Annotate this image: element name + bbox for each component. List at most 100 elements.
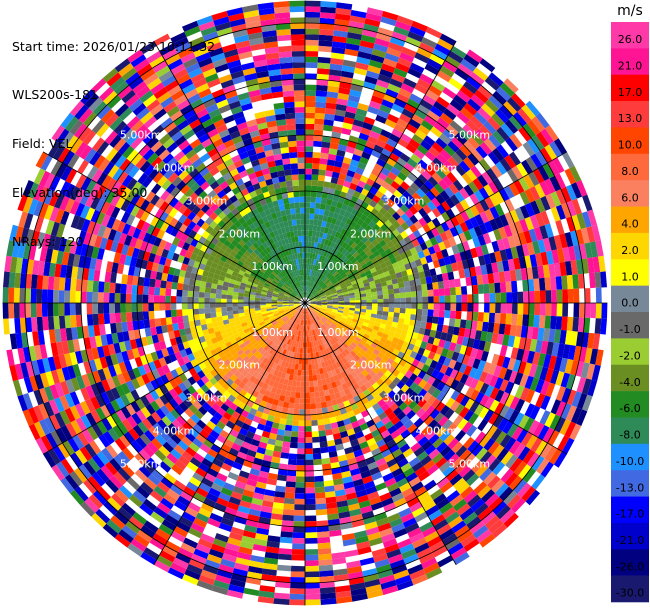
range-gate: [250, 285, 258, 290]
range-gate: [47, 234, 57, 250]
range-gate: [226, 298, 233, 303]
range-gate: [465, 386, 475, 399]
range-gate: [171, 316, 178, 324]
range-gate: [397, 458, 409, 468]
range-gate: [59, 328, 68, 342]
range-gate: [305, 207, 310, 214]
range-gate: [113, 511, 129, 525]
range-gate: [503, 407, 515, 421]
range-gate: [455, 381, 465, 393]
range-gate: [365, 250, 373, 257]
range-gate: [312, 346, 316, 353]
range-gate: [150, 270, 158, 280]
range-gate: [306, 286, 308, 292]
range-gate: [221, 311, 228, 317]
range-gate: [327, 85, 340, 93]
range-gate: [329, 223, 336, 230]
range-gate: [374, 558, 390, 569]
range-gate: [463, 436, 475, 450]
range-gate: [521, 431, 533, 447]
range-gate: [143, 547, 160, 560]
range-gate: [319, 29, 334, 36]
range-gate: [18, 211, 29, 228]
range-gate: [407, 423, 418, 434]
range-gate: [308, 307, 312, 313]
range-gate: [456, 261, 464, 271]
range-gate: [389, 443, 400, 454]
range-gate: [386, 264, 394, 271]
range-gate: [381, 416, 391, 426]
range-gate: [207, 517, 221, 528]
range-gate: [283, 435, 291, 443]
range-gate: [161, 364, 171, 375]
range-gate: [391, 31, 408, 42]
range-gate: [382, 58, 398, 68]
range-gate: [151, 334, 159, 344]
range-gate: [210, 543, 226, 554]
range-gate: [488, 519, 504, 534]
range-gate: [316, 345, 321, 352]
range-gate: [284, 492, 295, 499]
range-gate: [302, 336, 305, 343]
range-gate: [366, 437, 377, 447]
range-gate: [504, 154, 517, 169]
range-gate: [300, 381, 305, 387]
range-gate: [320, 249, 326, 256]
range-gate: [456, 90, 471, 103]
range-gate: [260, 375, 267, 383]
range-gate: [146, 457, 159, 470]
range-gate: [323, 330, 328, 336]
range-gate: [361, 446, 372, 455]
range-gate: [81, 374, 91, 388]
range-gate: [312, 253, 316, 260]
range-gate: [278, 328, 284, 334]
range-gate: [575, 361, 585, 377]
range-gate: [156, 229, 166, 240]
range-gate: [587, 257, 595, 274]
range-gate: [417, 159, 429, 170]
range-gate: [374, 243, 382, 251]
range-gate: [430, 252, 439, 262]
range-gate: [243, 339, 251, 346]
range-gate: [204, 297, 210, 303]
range-gate: [310, 403, 317, 410]
range-gate: [371, 359, 379, 367]
range-gate: [142, 232, 152, 243]
range-gate: [177, 239, 186, 249]
range-gate: [286, 338, 291, 345]
range-gate: [439, 502, 454, 515]
range-gate: [327, 359, 333, 366]
range-gate: [399, 287, 406, 293]
range-gate: [309, 295, 314, 300]
range-gate: [301, 308, 304, 314]
range-gate: [523, 303, 529, 315]
range-gate: [422, 263, 430, 272]
range-gate: [193, 548, 209, 560]
range-gate: [148, 303, 154, 312]
range-gate: [372, 415, 382, 425]
range-gate: [422, 204, 432, 215]
range-gate: [190, 272, 197, 280]
range-gate: [416, 361, 425, 371]
range-gate: [567, 245, 576, 261]
range-gate: [327, 300, 333, 302]
range-gate: [594, 272, 602, 288]
range-gate: [305, 291, 307, 298]
range-gate: [254, 305, 261, 309]
range-gate: [387, 512, 401, 523]
range-gate: [363, 342, 371, 350]
range-gate: [21, 258, 29, 274]
range-gate: [32, 331, 40, 346]
range-gate: [343, 387, 351, 396]
range-gate: [377, 398, 387, 408]
range-gate: [327, 318, 334, 323]
range-gate: [494, 203, 505, 217]
range-gate: [235, 510, 249, 520]
range-gate: [264, 449, 274, 457]
range-gate: [305, 230, 309, 236]
range-gate: [310, 300, 316, 302]
range-gate: [315, 368, 321, 375]
range-gate: [345, 146, 356, 154]
range-gate: [92, 490, 107, 505]
range-gate: [354, 263, 362, 270]
